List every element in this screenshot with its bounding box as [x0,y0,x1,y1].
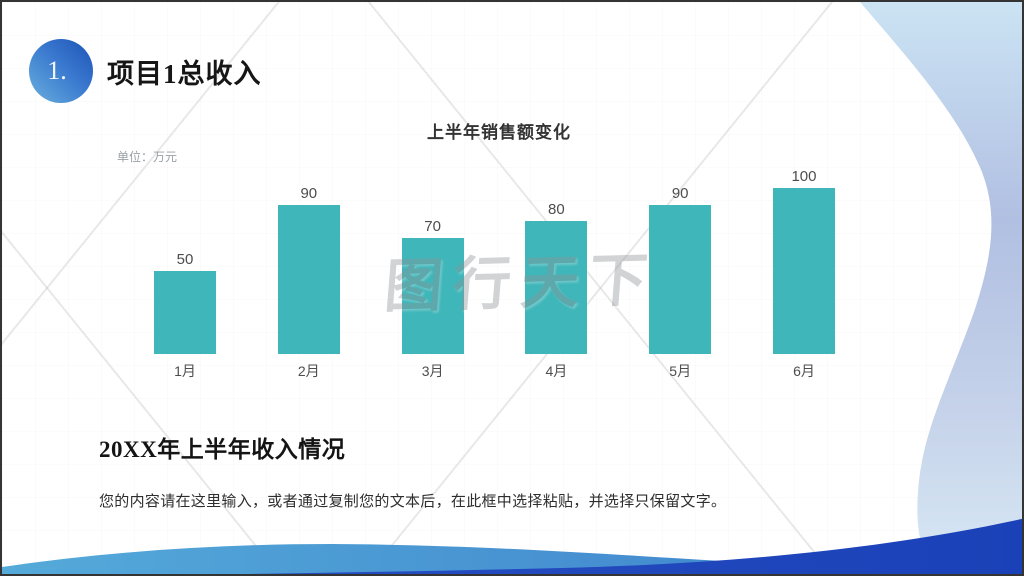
bars-row: 50 1月 90 2月 70 3月 80 4月 90 5月 100 6月 [154,164,835,379]
category-label: 1月 [174,363,196,379]
bar [649,205,712,354]
section-subtitle: 20XX年上半年收入情况 [99,437,346,462]
bottom-dark-wave-shape [244,518,1022,574]
category-label: 6月 [793,363,815,379]
placeholder-body-text: 您的内容请在这里输入，或者通过复制您的文本后，在此框中选择粘贴，并选择只保留文字… [99,494,727,510]
category-label: 2月 [297,363,320,379]
bar-group: 100 6月 [772,168,835,379]
category-label: 5月 [669,363,692,379]
bar [525,221,588,354]
bar [277,205,340,354]
bar [401,238,464,354]
slide-title: 项目1总收入 [107,58,262,89]
chart-title: 上半年销售额变化 [427,123,571,142]
bar-group: 90 2月 [277,185,340,379]
section-number-badge: 1. [29,39,93,103]
bar-group: 50 1月 [154,251,216,379]
bar-group: 70 3月 [401,218,464,379]
bottom-light-wave-shape [2,544,1022,574]
bar-value-label: 100 [791,168,817,185]
bar-group: 90 5月 [649,185,712,379]
bar-value-label: 90 [671,185,689,202]
bar-value-label: 50 [176,251,194,268]
bar [154,271,216,354]
section-number: 1. [47,56,67,85]
text-block: 20XX年上半年收入情况 您的内容请在这里输入，或者通过复制您的文本后，在此框中… [99,430,726,511]
bar-value-label: 70 [424,218,441,235]
bar [772,188,835,354]
bar-value-label: 80 [548,201,565,218]
category-label: 3月 [421,363,444,379]
slide-header: 1. 项目1总收入 [29,39,262,103]
bar-group: 80 4月 [525,201,588,379]
chart-unit-label: 单位：万元 [117,150,178,164]
bar-chart: 上半年销售额变化 单位：万元 50 1月 90 2月 70 3月 80 4月 90 5月 100 6月 [99,112,899,392]
category-label: 4月 [545,363,568,379]
bar-value-label: 90 [300,185,318,202]
